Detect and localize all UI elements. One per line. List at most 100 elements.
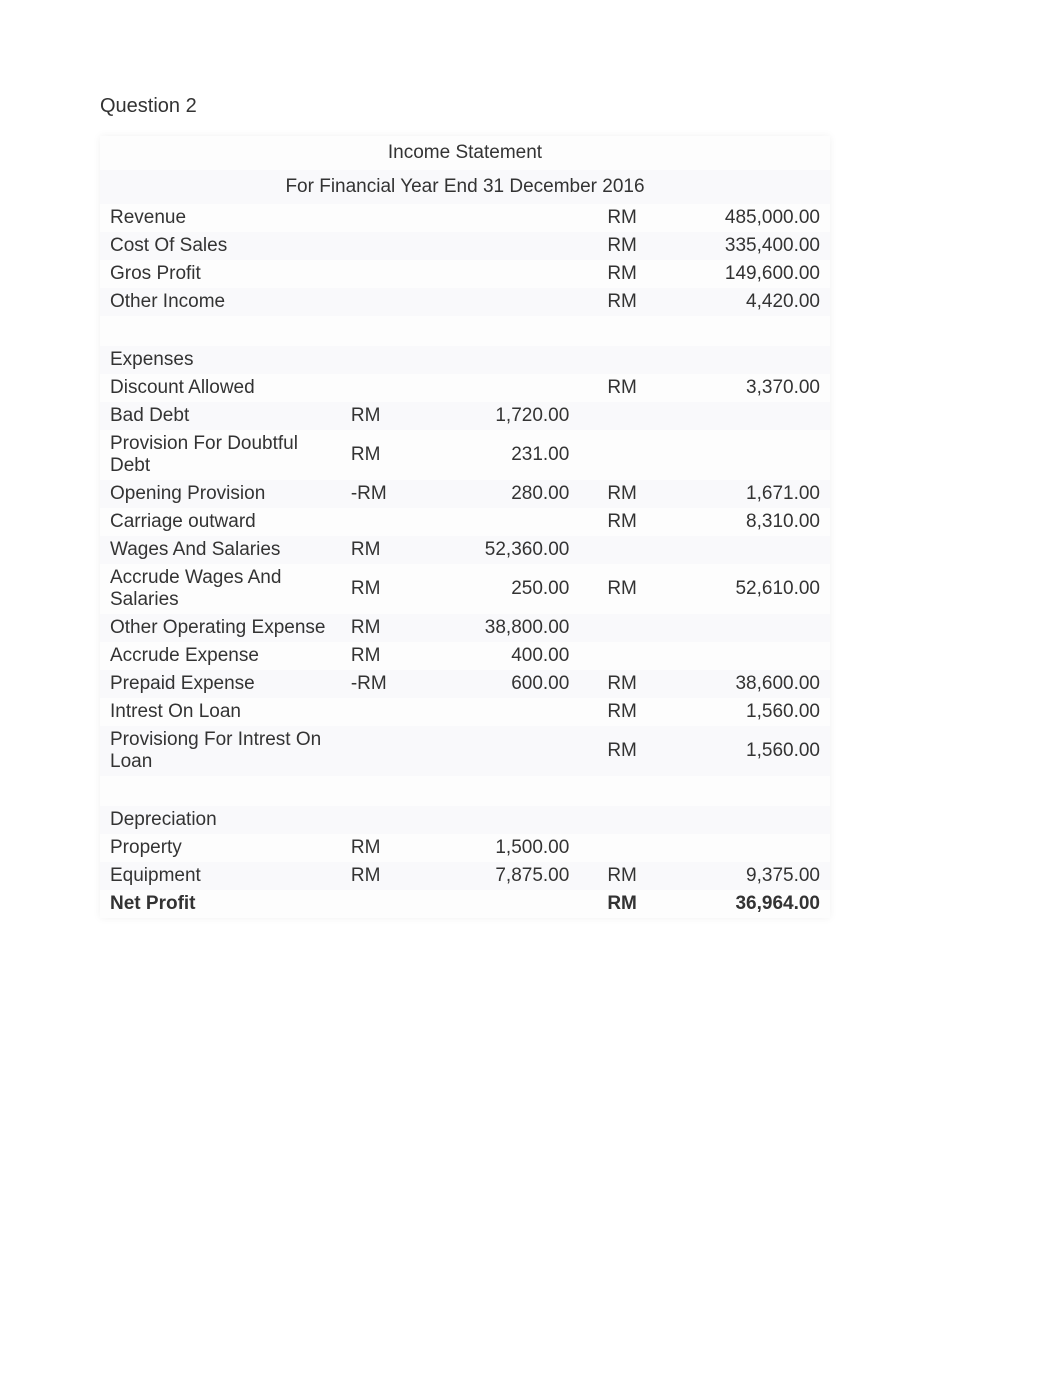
row-currency-1 <box>341 508 423 536</box>
row-value-1: 231.00 <box>423 430 598 480</box>
table-header-1: Income Statement <box>100 136 830 170</box>
row-currency-1 <box>341 776 423 806</box>
table-row: Prepaid Expense-RM600.00RM38,600.00 <box>100 670 830 698</box>
row-value-2: 38,600.00 <box>671 670 830 698</box>
row-label: Net Profit <box>100 890 341 918</box>
row-label: Depreciation <box>100 806 341 834</box>
row-value-2 <box>671 430 830 480</box>
row-currency-2: RM <box>597 480 671 508</box>
table-row <box>100 776 830 806</box>
table-row: RevenueRM485,000.00 <box>100 204 830 232</box>
row-currency-2 <box>597 776 671 806</box>
row-label: Equipment <box>100 862 341 890</box>
row-label: Provision For Doubtful Debt <box>100 430 341 480</box>
table-row: Accrude Wages And SalariesRM250.00RM52,6… <box>100 564 830 614</box>
row-value-1: 250.00 <box>423 564 598 614</box>
row-value-2: 1,560.00 <box>671 698 830 726</box>
row-label: Cost Of Sales <box>100 232 341 260</box>
row-value-1: 7,875.00 <box>423 862 598 890</box>
row-value-2: 149,600.00 <box>671 260 830 288</box>
row-currency-1: -RM <box>341 480 423 508</box>
row-label: Other Operating Expense <box>100 614 341 642</box>
table-row: Carriage outwardRM8,310.00 <box>100 508 830 536</box>
table-row: Other IncomeRM4,420.00 <box>100 288 830 316</box>
row-value-2 <box>671 346 830 374</box>
row-value-1 <box>423 508 598 536</box>
row-currency-2 <box>597 642 671 670</box>
header-subtitle: For Financial Year End 31 December 2016 <box>100 170 830 204</box>
row-value-2: 9,375.00 <box>671 862 830 890</box>
row-value-2: 4,420.00 <box>671 288 830 316</box>
row-value-1 <box>423 806 598 834</box>
row-value-1: 1,500.00 <box>423 834 598 862</box>
table-row: Other Operating ExpenseRM38,800.00 <box>100 614 830 642</box>
row-label: Discount Allowed <box>100 374 341 402</box>
row-currency-2 <box>597 346 671 374</box>
row-currency-1: RM <box>341 430 423 480</box>
row-value-2: 3,370.00 <box>671 374 830 402</box>
table-row: PropertyRM1,500.00 <box>100 834 830 862</box>
row-label: Accrude Expense <box>100 642 341 670</box>
row-label: Revenue <box>100 204 341 232</box>
row-currency-2 <box>597 614 671 642</box>
row-currency-1 <box>341 260 423 288</box>
row-value-1 <box>423 232 598 260</box>
row-currency-2 <box>597 536 671 564</box>
row-currency-1: RM <box>341 862 423 890</box>
row-label <box>100 316 341 346</box>
row-value-1 <box>423 316 598 346</box>
table-header-2: For Financial Year End 31 December 2016 <box>100 170 830 204</box>
row-value-2: 8,310.00 <box>671 508 830 536</box>
row-value-2 <box>671 834 830 862</box>
row-currency-2: RM <box>597 374 671 402</box>
row-currency-1: RM <box>341 614 423 642</box>
row-currency-1 <box>341 698 423 726</box>
table-row: Accrude ExpenseRM400.00 <box>100 642 830 670</box>
row-label: Expenses <box>100 346 341 374</box>
row-currency-1 <box>341 374 423 402</box>
row-value-1 <box>423 204 598 232</box>
row-value-1: 1,720.00 <box>423 402 598 430</box>
row-currency-1 <box>341 316 423 346</box>
row-currency-2: RM <box>597 564 671 614</box>
row-currency-1 <box>341 288 423 316</box>
row-label: Property <box>100 834 341 862</box>
row-currency-2 <box>597 316 671 346</box>
row-value-2 <box>671 316 830 346</box>
row-currency-2 <box>597 402 671 430</box>
row-currency-2: RM <box>597 862 671 890</box>
row-value-2 <box>671 536 830 564</box>
row-value-2 <box>671 402 830 430</box>
row-value-1 <box>423 890 598 918</box>
row-value-2: 36,964.00 <box>671 890 830 918</box>
row-currency-1 <box>341 890 423 918</box>
row-currency-2: RM <box>597 670 671 698</box>
table-row: Bad DebtRM1,720.00 <box>100 402 830 430</box>
row-value-2: 52,610.00 <box>671 564 830 614</box>
row-value-2 <box>671 776 830 806</box>
row-currency-1 <box>341 204 423 232</box>
table-row: Cost Of SalesRM335,400.00 <box>100 232 830 260</box>
row-value-2: 1,671.00 <box>671 480 830 508</box>
row-value-1: 600.00 <box>423 670 598 698</box>
table-row: Intrest On LoanRM1,560.00 <box>100 698 830 726</box>
row-value-1 <box>423 698 598 726</box>
row-currency-1: RM <box>341 402 423 430</box>
row-currency-1 <box>341 232 423 260</box>
row-label: Provisiong For Intrest On Loan <box>100 726 341 776</box>
row-currency-1: RM <box>341 564 423 614</box>
table-row: Opening Provision-RM280.00RM1,671.00 <box>100 480 830 508</box>
table-row: Depreciation <box>100 806 830 834</box>
row-label: Intrest On Loan <box>100 698 341 726</box>
row-value-2 <box>671 642 830 670</box>
row-currency-2 <box>597 430 671 480</box>
table-row: Provision For Doubtful DebtRM231.00 <box>100 430 830 480</box>
row-currency-1 <box>341 726 423 776</box>
row-value-1: 400.00 <box>423 642 598 670</box>
row-currency-1 <box>341 346 423 374</box>
table-row <box>100 316 830 346</box>
table-row: Expenses <box>100 346 830 374</box>
row-currency-1: RM <box>341 642 423 670</box>
row-currency-2: RM <box>597 726 671 776</box>
row-currency-1: -RM <box>341 670 423 698</box>
